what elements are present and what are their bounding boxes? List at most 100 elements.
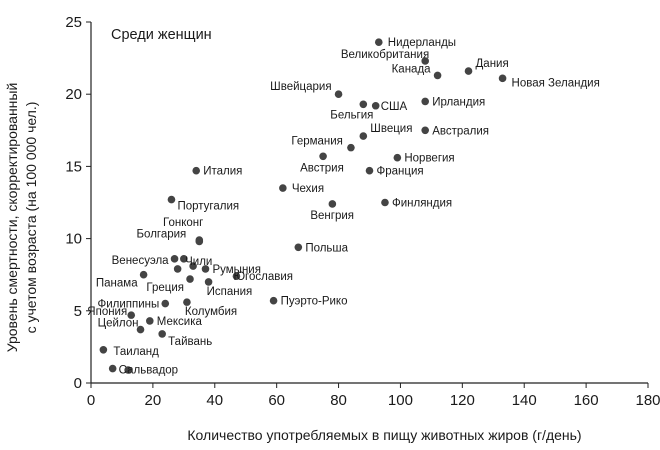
point-label: Панама <box>96 278 138 290</box>
x-axis-title: Количество употребляемых в пищу животных… <box>187 427 581 443</box>
chart-annotation: Среди женщин <box>111 27 212 43</box>
point-label: Румыния <box>212 264 260 276</box>
data-point <box>498 74 507 83</box>
y-axis-title-line-2: с учетом возраста (на 100 000 чел.) <box>23 102 39 334</box>
y-tick-label: 20 <box>65 86 82 103</box>
point-label: Испания <box>207 286 253 298</box>
data-point <box>433 71 442 80</box>
data-point <box>334 90 343 98</box>
point-label: Югославия <box>233 271 293 283</box>
point-label: Франция <box>377 166 424 178</box>
data-point <box>328 200 337 208</box>
data-point <box>136 325 145 334</box>
data-point <box>204 278 213 286</box>
point-label: Венгрия <box>310 210 354 222</box>
data-point <box>139 270 148 279</box>
y-tick-label: 25 <box>65 14 82 31</box>
point-label: Португалия <box>177 201 239 213</box>
data-point <box>201 265 210 273</box>
point-label: Цейлон <box>98 318 139 330</box>
data-point <box>145 317 154 325</box>
data-point <box>421 97 430 106</box>
data-point <box>189 262 197 270</box>
point-label: Тайвань <box>168 336 212 348</box>
point-label: Ирландия <box>432 96 485 108</box>
data-point <box>232 272 241 280</box>
data-point <box>173 265 182 273</box>
data-point <box>195 236 204 244</box>
point-label: США <box>381 101 408 113</box>
data-point <box>99 345 108 354</box>
data-point <box>192 166 201 175</box>
data-point <box>347 143 355 152</box>
data-point <box>269 296 278 305</box>
data-point <box>279 184 287 192</box>
point-label: Нидерланды <box>388 37 456 49</box>
data-point <box>374 38 383 47</box>
point-labels: Сальвадор Таиланд Цейлон Тайвань Япония Мекси… <box>87 37 600 376</box>
point-label: Австралия <box>432 125 489 137</box>
point-label: Швейцария <box>270 81 331 93</box>
data-point <box>183 298 191 306</box>
point-label: Великобритания <box>341 49 429 61</box>
y-tick-label: 5 <box>74 303 82 320</box>
x-tick-label: 180 <box>635 392 660 409</box>
point-label: Греция <box>146 282 184 294</box>
point-label: Венесуэла <box>112 255 170 267</box>
data-point <box>371 101 380 110</box>
data-point <box>421 57 430 65</box>
data-point <box>127 311 136 319</box>
x-tick-label: 140 <box>512 392 537 409</box>
point-label: Чехия <box>292 183 324 195</box>
point-label: Германия <box>291 136 343 148</box>
point-label: Канада <box>392 63 432 75</box>
point-label: Австрия <box>300 162 344 174</box>
point-label: Сальвадор <box>119 365 178 377</box>
x-tick-label: 120 <box>450 392 475 409</box>
data-point <box>124 366 132 374</box>
point-label: Бельгия <box>330 109 373 121</box>
point-label: Таиланд <box>113 346 159 358</box>
x-tick-label: 0 <box>87 392 95 409</box>
x-tick-label: 160 <box>574 392 599 409</box>
point-label: Япония <box>87 306 127 318</box>
point-label: Гонконг <box>163 217 203 229</box>
y-axis-title-line-1: Уровень смертности, скорректированный <box>4 83 20 353</box>
data-point <box>161 299 170 308</box>
x-tick-label: 80 <box>330 392 347 409</box>
data-point <box>108 364 117 373</box>
axes <box>90 22 648 384</box>
tick-labels: 0 20 40 60 80 100 120 140 160 180 0 5 10 15 20 25 <box>65 14 660 409</box>
point-label: Швеция <box>370 123 412 135</box>
data-point <box>359 132 368 140</box>
point-label: Новая Зеландия <box>512 77 600 89</box>
x-tick-label: 20 <box>145 392 162 409</box>
data-point <box>319 152 327 161</box>
data-point <box>381 198 389 207</box>
data-point <box>359 100 368 109</box>
data-point <box>186 275 194 283</box>
point-label: Дания <box>476 58 509 70</box>
point-label: Норвегия <box>404 153 454 165</box>
data-point <box>167 195 176 204</box>
data-point <box>170 255 179 263</box>
point-label: Колумбия <box>185 306 237 318</box>
data-point <box>393 153 402 162</box>
point-label: Пуэрто-Рико <box>281 296 348 308</box>
point-label: Мексика <box>157 316 203 328</box>
data-point <box>421 126 430 135</box>
data-points <box>99 38 507 374</box>
point-label: Италия <box>203 166 242 178</box>
data-point <box>180 255 188 263</box>
point-label: Польша <box>305 242 348 254</box>
point-label: Болгария <box>137 228 187 240</box>
y-tick-label: 10 <box>65 231 82 248</box>
point-label: Финляндия <box>392 198 452 210</box>
data-point <box>158 330 166 338</box>
y-tick-label: 15 <box>65 158 82 175</box>
data-point <box>365 166 374 175</box>
x-tick-label: 60 <box>268 392 285 409</box>
point-label: Филиппины <box>97 299 159 311</box>
y-tick-label: 0 <box>74 375 82 392</box>
